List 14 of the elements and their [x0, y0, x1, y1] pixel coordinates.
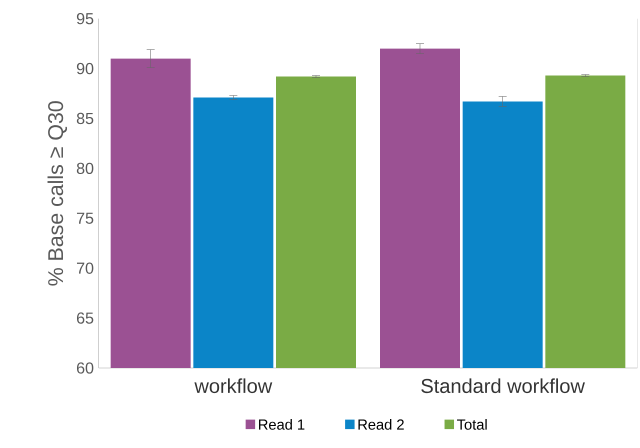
y-tick-label: 65: [76, 312, 94, 324]
legend-label: Read 1: [259, 419, 304, 430]
y-tick-label: 80: [76, 162, 94, 174]
legend-label: Total: [457, 419, 487, 430]
x-tick-label: workflow: [194, 378, 272, 394]
y-axis-title: % Base calls ≥ Q30: [48, 101, 68, 286]
legend-label: Read 2: [358, 419, 404, 430]
y-tick-label: 70: [76, 262, 94, 274]
y-tick-label: 95: [76, 13, 94, 24]
y-tick-label: 85: [76, 112, 94, 124]
y-tick-label: 60: [76, 362, 94, 374]
y-tick-label: 90: [76, 62, 94, 74]
y-tick-label: 75: [76, 212, 94, 224]
x-tick-label: Standard workflow: [421, 378, 585, 394]
